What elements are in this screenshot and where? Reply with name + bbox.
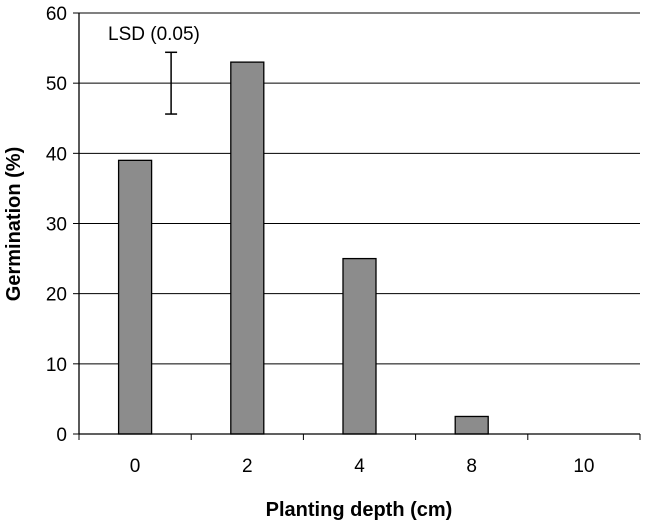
gridlines [79, 12, 640, 365]
y-axis-title: Germination (%) [3, 147, 25, 301]
lsd-error-bar [165, 51, 178, 115]
bars [117, 61, 489, 435]
y-tick-labels: 0 10 20 30 40 50 60 [46, 4, 67, 446]
x-tick-label: 0 [130, 456, 141, 477]
y-tick-label: 30 [46, 215, 67, 236]
y-tick-label: 20 [46, 285, 67, 306]
axes [73, 12, 641, 440]
bar [454, 415, 489, 435]
bar [117, 159, 153, 435]
y-tick-label: 50 [46, 74, 67, 95]
y-tick-label: 10 [46, 355, 67, 376]
x-tick-labels: 0 2 4 8 10 [130, 456, 595, 477]
y-tick-label: 60 [46, 4, 67, 25]
x-axis-title: Planting depth (cm) [266, 499, 453, 521]
x-tick-label: 8 [466, 456, 477, 477]
y-tick-label: 0 [56, 425, 67, 446]
x-tick-label: 2 [242, 456, 253, 477]
x-tick-label: 4 [354, 456, 365, 477]
y-tick-label: 40 [46, 144, 67, 165]
bar [342, 257, 377, 435]
bar [230, 61, 265, 435]
lsd-label: LSD (0.05) [108, 24, 200, 45]
x-tick-label: 10 [573, 456, 594, 477]
